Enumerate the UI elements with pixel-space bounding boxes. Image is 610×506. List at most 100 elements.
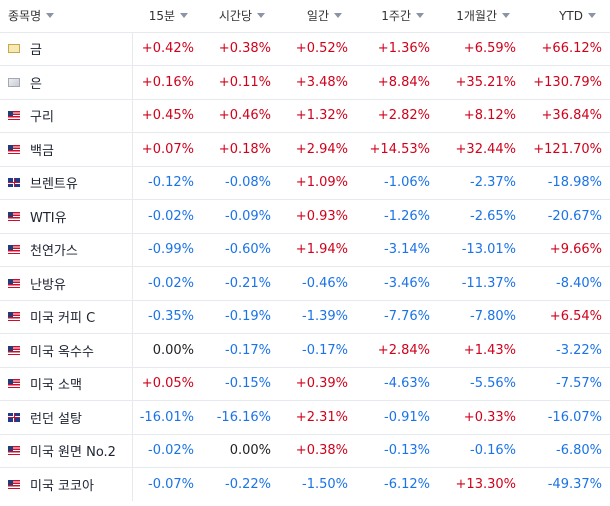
table-row[interactable]: 구리 +0.45% +0.46% +1.32% +2.82% +8.12% +36.84% — [0, 99, 610, 133]
us-flag-icon — [8, 144, 20, 154]
uk-flag-icon — [8, 178, 20, 188]
gold-flag-icon — [8, 44, 20, 54]
cell-name[interactable]: 런던 설탕 — [0, 400, 133, 434]
column-header-weekly[interactable]: 1주간 — [356, 0, 438, 32]
cell-daily: +0.39% — [295, 376, 348, 392]
instrument-name-link[interactable]: 미국 원면 No.2 — [30, 445, 116, 461]
cell-monthly: -13.01% — [461, 242, 516, 258]
instrument-name-link[interactable]: WTI유 — [30, 210, 67, 226]
cell-name[interactable]: 미국 커피 C — [0, 300, 133, 334]
cell-ytd: +66.12% — [541, 41, 602, 57]
us-flag-icon — [8, 245, 20, 255]
cell-monthly: -5.56% — [470, 376, 516, 392]
cell-15min: +0.45% — [141, 108, 194, 124]
cell-weekly: -1.06% — [384, 175, 430, 191]
us-flag-icon — [8, 211, 20, 221]
cell-monthly: +13.30% — [455, 477, 516, 492]
cell-name[interactable]: 미국 코코아 — [0, 467, 133, 501]
sort-caret-icon — [416, 13, 424, 19]
column-header-daily[interactable]: 일간 — [279, 0, 356, 32]
cell-15min: -16.01% — [139, 409, 194, 425]
column-header-15min[interactable]: 15분 — [132, 0, 202, 32]
cell-15min: -0.12% — [148, 175, 194, 191]
cell-name[interactable]: WTI유 — [0, 199, 133, 233]
cell-hourly: -0.60% — [225, 242, 271, 258]
cell-ytd: +121.70% — [533, 141, 602, 157]
cell-ytd: -18.98% — [547, 175, 602, 191]
cell-15min: -0.07% — [148, 477, 194, 492]
cell-daily: +3.48% — [295, 74, 348, 90]
cell-15min: +0.05% — [141, 376, 194, 392]
cell-name[interactable]: 미국 원면 No.2 — [0, 434, 133, 468]
column-header-name[interactable]: 종목명 — [0, 0, 132, 32]
cell-ytd: -20.67% — [547, 208, 602, 224]
column-header-hourly[interactable]: 시간당 — [202, 0, 279, 32]
cell-hourly: -0.08% — [225, 175, 271, 191]
table-row[interactable]: 금 +0.42% +0.38% +0.52% +1.36% +6.59% +66.12% — [0, 32, 610, 66]
cell-monthly: -0.16% — [470, 443, 516, 459]
instrument-name-link[interactable]: 브렌트유 — [30, 177, 78, 193]
cell-ytd: -6.80% — [556, 443, 602, 459]
table-row[interactable]: WTI유 -0.02% -0.09% +0.93% -1.26% -2.65% -20.67… — [0, 199, 610, 233]
instrument-name-link[interactable]: 구리 — [30, 110, 54, 126]
cell-daily: -0.17% — [302, 342, 348, 358]
cell-name[interactable]: 금 — [0, 32, 133, 66]
cell-15min: -0.02% — [148, 208, 194, 224]
sort-caret-icon — [334, 13, 342, 19]
cell-hourly: -0.09% — [225, 208, 271, 224]
instrument-name-link[interactable]: 미국 코코아 — [30, 479, 94, 494]
cell-ytd: -7.57% — [556, 376, 602, 392]
cell-15min: +0.42% — [141, 41, 194, 57]
cell-hourly: +0.38% — [218, 41, 271, 57]
cell-hourly: -0.21% — [225, 275, 271, 291]
cell-daily: +0.52% — [295, 41, 348, 57]
instrument-name-link[interactable]: 백금 — [30, 143, 54, 159]
cell-hourly: -0.17% — [225, 342, 271, 358]
cell-hourly: +0.11% — [218, 74, 271, 90]
us-flag-icon — [8, 111, 20, 121]
cell-name[interactable]: 구리 — [0, 99, 133, 133]
table-row[interactable]: 은 +0.16% +0.11% +3.48% +8.84% +35.21% +130.79% — [0, 65, 610, 99]
cell-name[interactable]: 백금 — [0, 132, 133, 166]
instrument-name-link[interactable]: 미국 옥수수 — [30, 344, 94, 360]
column-header-label: 시간당 — [218, 9, 252, 24]
column-header-ytd[interactable]: YTD — [524, 0, 610, 32]
cell-hourly: +0.46% — [218, 108, 271, 124]
cell-daily: +1.94% — [295, 242, 348, 258]
table-row[interactable]: 브렌트유 -0.12% -0.08% +1.09% -1.06% -2.37% -18.98… — [0, 166, 610, 200]
table-row[interactable]: 미국 원면 No.2 -0.02% 0.00% +0.38% -0.13% -0.16% -… — [0, 434, 610, 468]
instrument-name-link[interactable]: 난방유 — [30, 277, 66, 293]
cell-weekly: -3.14% — [384, 242, 430, 258]
table-row[interactable]: 런던 설탕 -16.01% -16.16% +2.31% -0.91% +0.33% -16… — [0, 400, 610, 434]
cell-monthly: +0.33% — [463, 409, 516, 425]
cell-daily: +1.09% — [295, 175, 348, 191]
cell-hourly: -0.15% — [225, 376, 271, 392]
instrument-name-link[interactable]: 런던 설탕 — [30, 411, 82, 427]
sort-caret-icon — [180, 13, 188, 19]
table-row[interactable]: 미국 소맥 +0.05% -0.15% +0.39% -4.63% -5.56% -7.57… — [0, 367, 610, 401]
cell-weekly: -0.91% — [384, 409, 430, 425]
sort-caret-icon — [46, 13, 55, 19]
table-row[interactable]: 미국 옥수수 0.00% -0.17% -0.17% +2.84% +1.43% -3.22… — [0, 333, 610, 367]
cell-weekly: +2.84% — [377, 342, 430, 358]
instrument-name-link[interactable]: 은 — [30, 76, 42, 92]
cell-monthly: -2.65% — [470, 208, 516, 224]
table-row[interactable]: 미국 코코아 -0.07% -0.22% -1.50% -6.12% +13.30% -49… — [0, 467, 610, 501]
cell-name[interactable]: 미국 소맥 — [0, 367, 133, 401]
instrument-name-link[interactable]: 미국 소맥 — [30, 378, 82, 394]
table-row[interactable]: 난방유 -0.02% -0.21% -0.46% -3.46% -11.37% -8.40% — [0, 266, 610, 300]
instrument-name-link[interactable]: 미국 커피 C — [30, 311, 96, 327]
table-row[interactable]: 백금 +0.07% +0.18% +2.94% +14.53% +32.44% +121.7… — [0, 132, 610, 166]
cell-name[interactable]: 은 — [0, 65, 133, 99]
cell-monthly: +8.12% — [463, 108, 516, 124]
instrument-name-link[interactable]: 천연가스 — [30, 244, 78, 260]
table-row[interactable]: 천연가스 -0.99% -0.60% +1.94% -3.14% -13.01% +9.66… — [0, 233, 610, 267]
cell-name[interactable]: 미국 옥수수 — [0, 333, 133, 367]
table-header-row: 종목명 15분 시간당 일간 1주간 1개월간 YTD — [0, 0, 610, 32]
cell-name[interactable]: 천연가스 — [0, 233, 133, 267]
instrument-name-link[interactable]: 금 — [30, 43, 42, 59]
column-header-monthly[interactable]: 1개월간 — [438, 0, 524, 32]
cell-name[interactable]: 난방유 — [0, 266, 133, 300]
cell-name[interactable]: 브렌트유 — [0, 166, 133, 200]
table-row[interactable]: 미국 커피 C -0.35% -0.19% -1.39% -7.76% -7.80% +6.… — [0, 300, 610, 334]
